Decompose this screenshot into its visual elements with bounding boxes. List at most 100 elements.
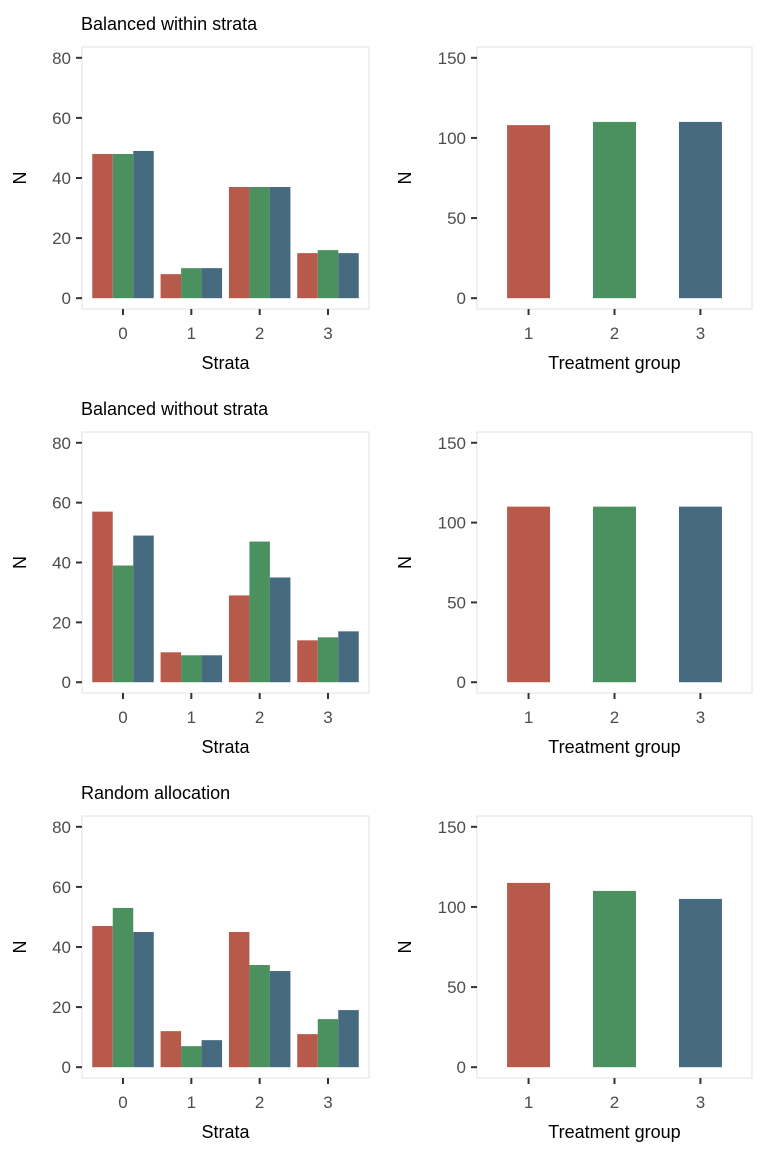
bar-group-3 [678,506,722,683]
bar-strata-0-group-1 [92,511,113,683]
x-axis-title: Strata [201,1122,250,1142]
bar-group-2 [593,890,636,1068]
chart-panel-4: 0 50 100 150 N 1 2 3 Treatment group [395,431,753,757]
y-tick-label: 150 [438,818,466,837]
x-tick-label: 2 [610,708,619,727]
x-tick-label: 1 [187,708,196,727]
bar-strata-3-group-2 [317,250,339,299]
x-tick-label: 3 [696,708,705,727]
bar-strata-2-group-3 [269,187,291,299]
bar-strata-1-group-1 [160,1031,182,1068]
bar-strata-1-group-2 [181,268,202,299]
bar-strata-3-group-3 [338,253,359,299]
y-tick-label: 0 [62,673,71,692]
y-tick-label: 80 [52,818,71,837]
x-tick-label: 2 [610,324,619,343]
bar-strata-2-group-1 [228,187,250,299]
x-tick-label: 2 [255,1093,264,1112]
y-tick-label: 0 [62,289,71,308]
x-tick-label: 3 [323,708,332,727]
bar-strata-1-group-1 [160,652,182,683]
x-tick-label: 0 [118,324,127,343]
y-axis-title: N [395,556,415,569]
bar-strata-3-group-1 [297,253,318,299]
bar-group-3 [678,898,722,1068]
y-tick-label: 0 [457,289,466,308]
bar-group-2 [593,506,636,683]
x-tick-label: 2 [610,1093,619,1112]
y-tick-label: 40 [52,938,71,957]
x-axis-title: Treatment group [548,737,680,757]
y-tick-label: 20 [52,998,71,1017]
y-axis-title: N [10,172,30,185]
chart-title: Balanced without strata [81,399,269,419]
bar-strata-0-group-3 [133,150,154,299]
chart-panel-2: 0 50 100 150 N 1 2 3 Treatment group [395,46,753,373]
bar-strata-3-group-1 [297,1034,318,1068]
y-tick-label: 150 [438,49,466,68]
y-axis-title: N [10,941,30,954]
y-tick-label: 50 [447,209,466,228]
y-tick-label: 80 [52,49,71,68]
bar-strata-3-group-3 [338,1010,359,1068]
x-tick-label: 1 [524,708,533,727]
bar-strata-2-group-3 [269,971,291,1068]
x-tick-label: 3 [323,1093,332,1112]
y-tick-label: 40 [52,169,71,188]
x-tick-label: 3 [696,1093,705,1112]
y-tick-label: 80 [52,434,71,453]
y-tick-label: 0 [457,1058,466,1077]
x-tick-label: 3 [696,324,705,343]
y-tick-label: 100 [438,898,466,917]
bar-strata-2-group-2 [249,965,270,1068]
y-axis-title: N [395,941,415,954]
bar-group-1 [507,882,551,1068]
bar-strata-1-group-3 [201,655,223,683]
bar-strata-1-group-3 [201,268,223,299]
bar-group-3 [678,121,722,299]
chart-title: Random allocation [81,783,230,803]
y-tick-label: 40 [52,554,71,573]
x-axis-title: Strata [201,353,250,373]
y-tick-label: 50 [447,978,466,997]
bar-strata-0-group-2 [112,907,134,1068]
y-tick-label: 100 [438,129,466,148]
y-axis-title: N [10,556,30,569]
x-axis-title: Strata [201,737,250,757]
x-tick-label: 2 [255,708,264,727]
bar-strata-0-group-1 [92,925,113,1068]
bar-strata-1-group-2 [181,1046,202,1068]
bar-strata-3-group-1 [297,640,318,683]
bar-strata-0-group-2 [112,565,134,683]
bar-strata-2-group-2 [249,187,270,299]
y-tick-label: 20 [52,229,71,248]
bar-strata-1-group-3 [201,1040,223,1068]
bar-strata-2-group-1 [228,931,250,1068]
y-tick-label: 0 [457,673,466,692]
y-tick-label: 100 [438,514,466,533]
bar-group-2 [593,121,636,299]
x-tick-label: 2 [255,324,264,343]
bar-strata-3-group-2 [317,637,339,683]
x-tick-label: 3 [323,324,332,343]
y-tick-label: 50 [447,593,466,612]
bar-group-1 [507,125,551,299]
bar-strata-0-group-1 [92,153,113,299]
bar-strata-3-group-2 [317,1019,339,1068]
x-tick-label: 0 [118,708,127,727]
chart-title: Balanced within strata [81,14,258,34]
chart-panel-5: Random allocation 0 20 40 60 80 N 0 1 2 3 Strata [10,783,370,1142]
x-tick-label: 1 [524,324,533,343]
bar-strata-2-group-3 [269,577,291,683]
y-tick-label: 150 [438,434,466,453]
bar-group-1 [507,506,551,683]
chart-panel-1: Balanced within strata 0 20 40 60 80 N 0 1 2 3 Stra… [10,14,370,373]
bar-strata-2-group-1 [228,595,250,683]
chart-panel-6: 0 50 100 150 N 1 2 3 Treatment group [395,815,753,1142]
y-tick-label: 20 [52,613,71,632]
y-tick-label: 0 [62,1058,71,1077]
bar-strata-1-group-2 [181,655,202,683]
bar-strata-0-group-3 [133,535,154,683]
chart-panel-3: Balanced without strata 0 20 40 60 80 N 0 1 2 3 Str… [10,399,370,757]
